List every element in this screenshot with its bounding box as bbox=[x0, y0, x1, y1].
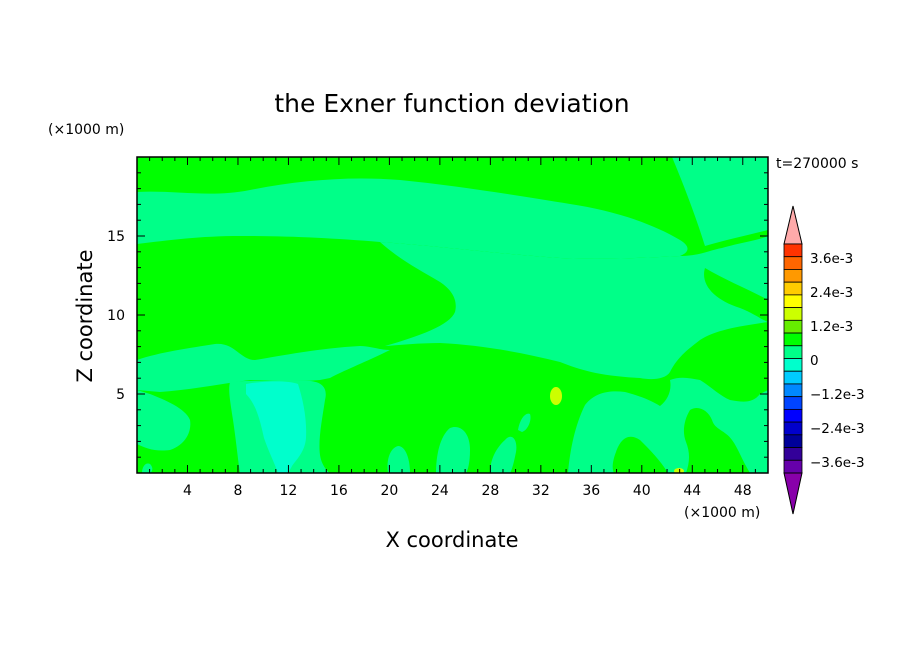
x-tick-label: 48 bbox=[734, 483, 752, 499]
colorbar-swatch bbox=[783, 396, 803, 410]
x-unit-label: (×1000 m) bbox=[684, 505, 760, 521]
yellow-spot bbox=[674, 468, 684, 473]
x-tick-label: 8 bbox=[233, 483, 242, 499]
x-tick-label: 40 bbox=[633, 483, 651, 499]
mint-lower-right-region bbox=[568, 377, 768, 473]
colorbar-swatch bbox=[783, 370, 803, 385]
colorbar-swatch bbox=[783, 383, 803, 398]
mint-column-4 bbox=[518, 413, 531, 432]
x-tick-label: 16 bbox=[330, 483, 348, 499]
x-tick-label: 32 bbox=[532, 483, 550, 499]
x-ticks: 4 8 12 16 20 24 28 32 36 40 44 48 bbox=[149, 157, 756, 499]
colorbar-swatch bbox=[783, 307, 803, 321]
colorbar-swatch bbox=[783, 332, 803, 347]
mint-middle-region bbox=[380, 236, 768, 380]
colorbar-label: 2.4e-3 bbox=[810, 285, 853, 301]
colorbar-swatch bbox=[783, 319, 803, 334]
colorbar-swatch bbox=[783, 358, 803, 372]
contour-field bbox=[137, 157, 768, 473]
colorbar-under-triangle bbox=[783, 472, 803, 515]
x-tick-label: 20 bbox=[380, 483, 398, 499]
colorbar-swatch bbox=[783, 269, 803, 283]
y-axis-label: Z coordinate bbox=[73, 249, 97, 382]
y-tick-label: 10 bbox=[107, 308, 125, 324]
colorbar-label: −3.6e-3 bbox=[810, 455, 865, 471]
colorbar-label: 1.2e-3 bbox=[810, 319, 853, 335]
mint-column-2 bbox=[436, 426, 470, 473]
time-label: t=270000 s bbox=[776, 156, 858, 172]
y-ticks: 5 10 15 bbox=[107, 172, 768, 458]
colorbar-swatch bbox=[783, 421, 803, 436]
colorbar-swatch bbox=[783, 243, 803, 258]
colorbar-swatch bbox=[783, 447, 803, 461]
colorbar-swatch bbox=[783, 434, 803, 448]
y-tick-label: 5 bbox=[116, 387, 125, 403]
x-tick-label: 12 bbox=[280, 483, 298, 499]
x-tick-label: 4 bbox=[183, 483, 192, 499]
colorbar-swatch bbox=[783, 459, 803, 474]
y-unit-label: (×1000 m) bbox=[48, 122, 124, 138]
colorbar-swatch bbox=[783, 281, 803, 296]
mint-left-lobe bbox=[137, 343, 390, 392]
colorbar-swatch bbox=[783, 294, 803, 309]
lime-spot bbox=[550, 387, 562, 405]
colorbar-label: 0 bbox=[810, 353, 819, 369]
mint-top-right bbox=[672, 157, 768, 246]
x-axis-label: X coordinate bbox=[385, 528, 518, 552]
colorbar-over-triangle bbox=[783, 205, 803, 245]
mint-column-3 bbox=[490, 436, 517, 473]
x-tick-label: 28 bbox=[481, 483, 499, 499]
x-tick-label: 44 bbox=[683, 483, 701, 499]
colorbar-label: −1.2e-3 bbox=[810, 387, 865, 403]
colorbar-label: −2.4e-3 bbox=[810, 421, 865, 437]
colorbar-label: 3.6e-3 bbox=[810, 251, 853, 267]
mint-column-1 bbox=[387, 446, 410, 473]
colorbar: 3.6e-3 2.4e-3 1.2e-3 0 −1.2e-3 −2.4e-3 −3.6e-3 bbox=[783, 205, 865, 515]
mint-lower-left bbox=[137, 390, 191, 451]
colorbar-swatch bbox=[783, 408, 803, 423]
cyan-plume bbox=[246, 381, 307, 473]
x-tick-label: 36 bbox=[582, 483, 600, 499]
colorbar-swatch bbox=[783, 256, 803, 270]
colorbar-swatch bbox=[783, 345, 803, 359]
y-tick-label: 15 bbox=[107, 229, 125, 245]
upper-mint-band bbox=[137, 178, 688, 259]
x-tick-label: 24 bbox=[431, 483, 449, 499]
chart-title: the Exner function deviation bbox=[274, 89, 629, 118]
